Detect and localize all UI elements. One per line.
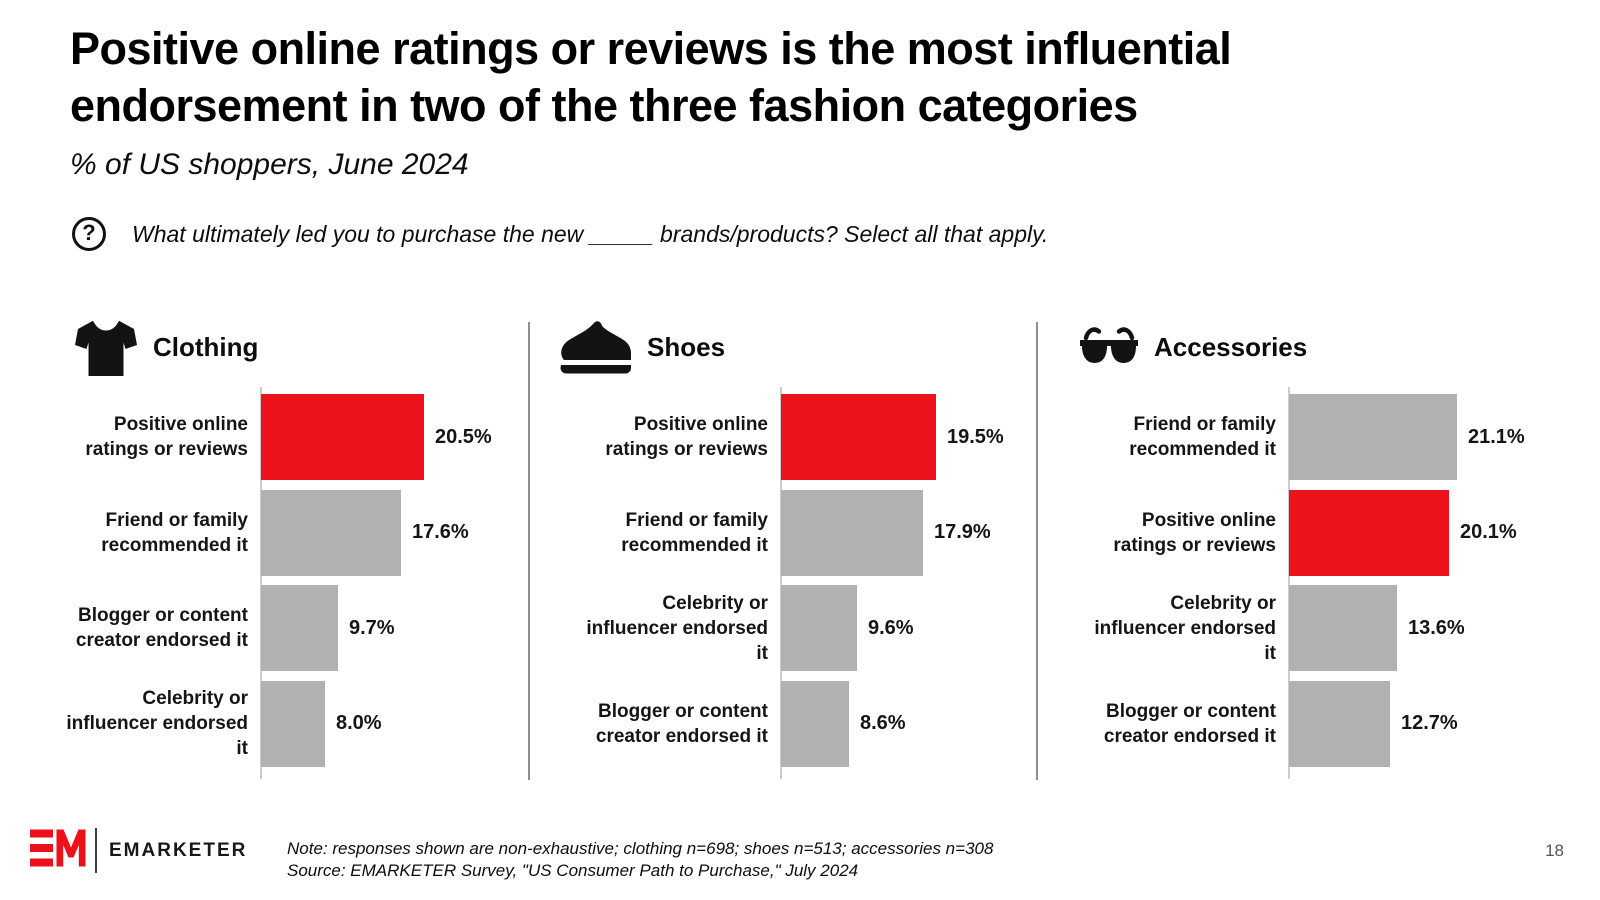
bar: [781, 585, 857, 671]
panel-divider: [1036, 322, 1038, 780]
page-title-line-1: Positive online ratings or reviews is th…: [70, 23, 1232, 74]
sneaker-icon: [557, 318, 631, 376]
panel-title-shoes: Shoes: [647, 331, 726, 362]
bar: [781, 489, 923, 576]
page-title: Positive online ratings or reviews is th…: [70, 20, 1232, 134]
em-logo-icon: [30, 828, 86, 873]
bar-label: Positive online ratings or reviews: [605, 414, 768, 460]
bar-highlighted: [1289, 489, 1449, 576]
survey-question-text: What ultimately led you to purchase the …: [132, 220, 1049, 247]
bar-label: Celebrity or influencer endorsed it: [66, 688, 248, 759]
bar-label: Celebrity or influencer endorsed it: [1094, 592, 1276, 664]
page-title-line-2: endorsement in two of the three fashion …: [70, 80, 1138, 131]
bar-value: 17.9%: [934, 521, 991, 543]
bar-value: 20.5%: [435, 425, 492, 448]
bar-label: Positive online ratings or reviews: [85, 414, 248, 460]
panel-title-accessories: Accessories: [1154, 331, 1308, 362]
bar-value: 17.6%: [412, 521, 469, 543]
axis-line: [260, 387, 262, 779]
panel-header-accessories: Accessories: [1080, 316, 1307, 378]
bar-label: Blogger or content creator endorsed it: [595, 700, 768, 747]
bar-highlighted: [781, 394, 936, 480]
bar-label: Blogger or content creator endorsed it: [1103, 700, 1276, 747]
bar: [1289, 680, 1390, 767]
bar-label: Positive online ratings or reviews: [1113, 509, 1276, 556]
axis-line: [1288, 387, 1290, 779]
bar-label: Celebrity or influencer endorsed it: [586, 592, 768, 664]
survey-question: ? What ultimately led you to purchase th…: [72, 217, 1048, 251]
bar-value: 8.6%: [860, 712, 906, 734]
bar: [1289, 394, 1457, 480]
bar-label: Friend or family recommended it: [1129, 414, 1276, 460]
bar-value: 9.6%: [868, 616, 914, 639]
panel-header-clothing: Clothing: [75, 316, 258, 378]
bar: [781, 680, 849, 767]
bar-value: 20.1%: [1460, 521, 1517, 543]
logo-separator: [95, 828, 97, 873]
sunglasses-icon: [1080, 325, 1138, 369]
panel-header-shoes: Shoes: [557, 316, 725, 378]
bar: [261, 585, 338, 671]
emarketer-logo: EMARKETER: [30, 828, 247, 873]
bar-label: Friend or family recommended it: [621, 509, 768, 556]
bar-value: 8.0%: [336, 712, 382, 734]
question-mark-icon: ?: [72, 217, 106, 251]
bar-label: Friend or family recommended it: [101, 509, 248, 556]
bar: [1289, 585, 1397, 671]
page-number: 18: [1545, 841, 1564, 860]
footnote: Note: responses shown are non-exhaustive…: [287, 839, 994, 858]
tshirt-icon: [75, 319, 137, 376]
bar-value: 9.7%: [349, 616, 395, 639]
logo-wordmark: EMARKETER: [109, 839, 248, 861]
axis-line: [780, 387, 782, 779]
bar: [261, 680, 325, 767]
panel-title-clothing: Clothing: [153, 331, 259, 362]
bar: [261, 489, 401, 576]
bar-value: 13.6%: [1408, 616, 1465, 639]
bar-value: 12.7%: [1401, 712, 1458, 734]
bar-label: Blogger or content creator endorsed it: [75, 605, 248, 651]
source-line: Source: EMARKETER Survey, "US Consumer P…: [287, 861, 859, 880]
bar-value: 19.5%: [947, 425, 1004, 448]
bar-value: 21.1%: [1468, 425, 1525, 448]
panel-divider: [528, 322, 530, 780]
subtitle: % of US shoppers, June 2024: [70, 148, 469, 181]
bar-highlighted: [261, 394, 424, 480]
